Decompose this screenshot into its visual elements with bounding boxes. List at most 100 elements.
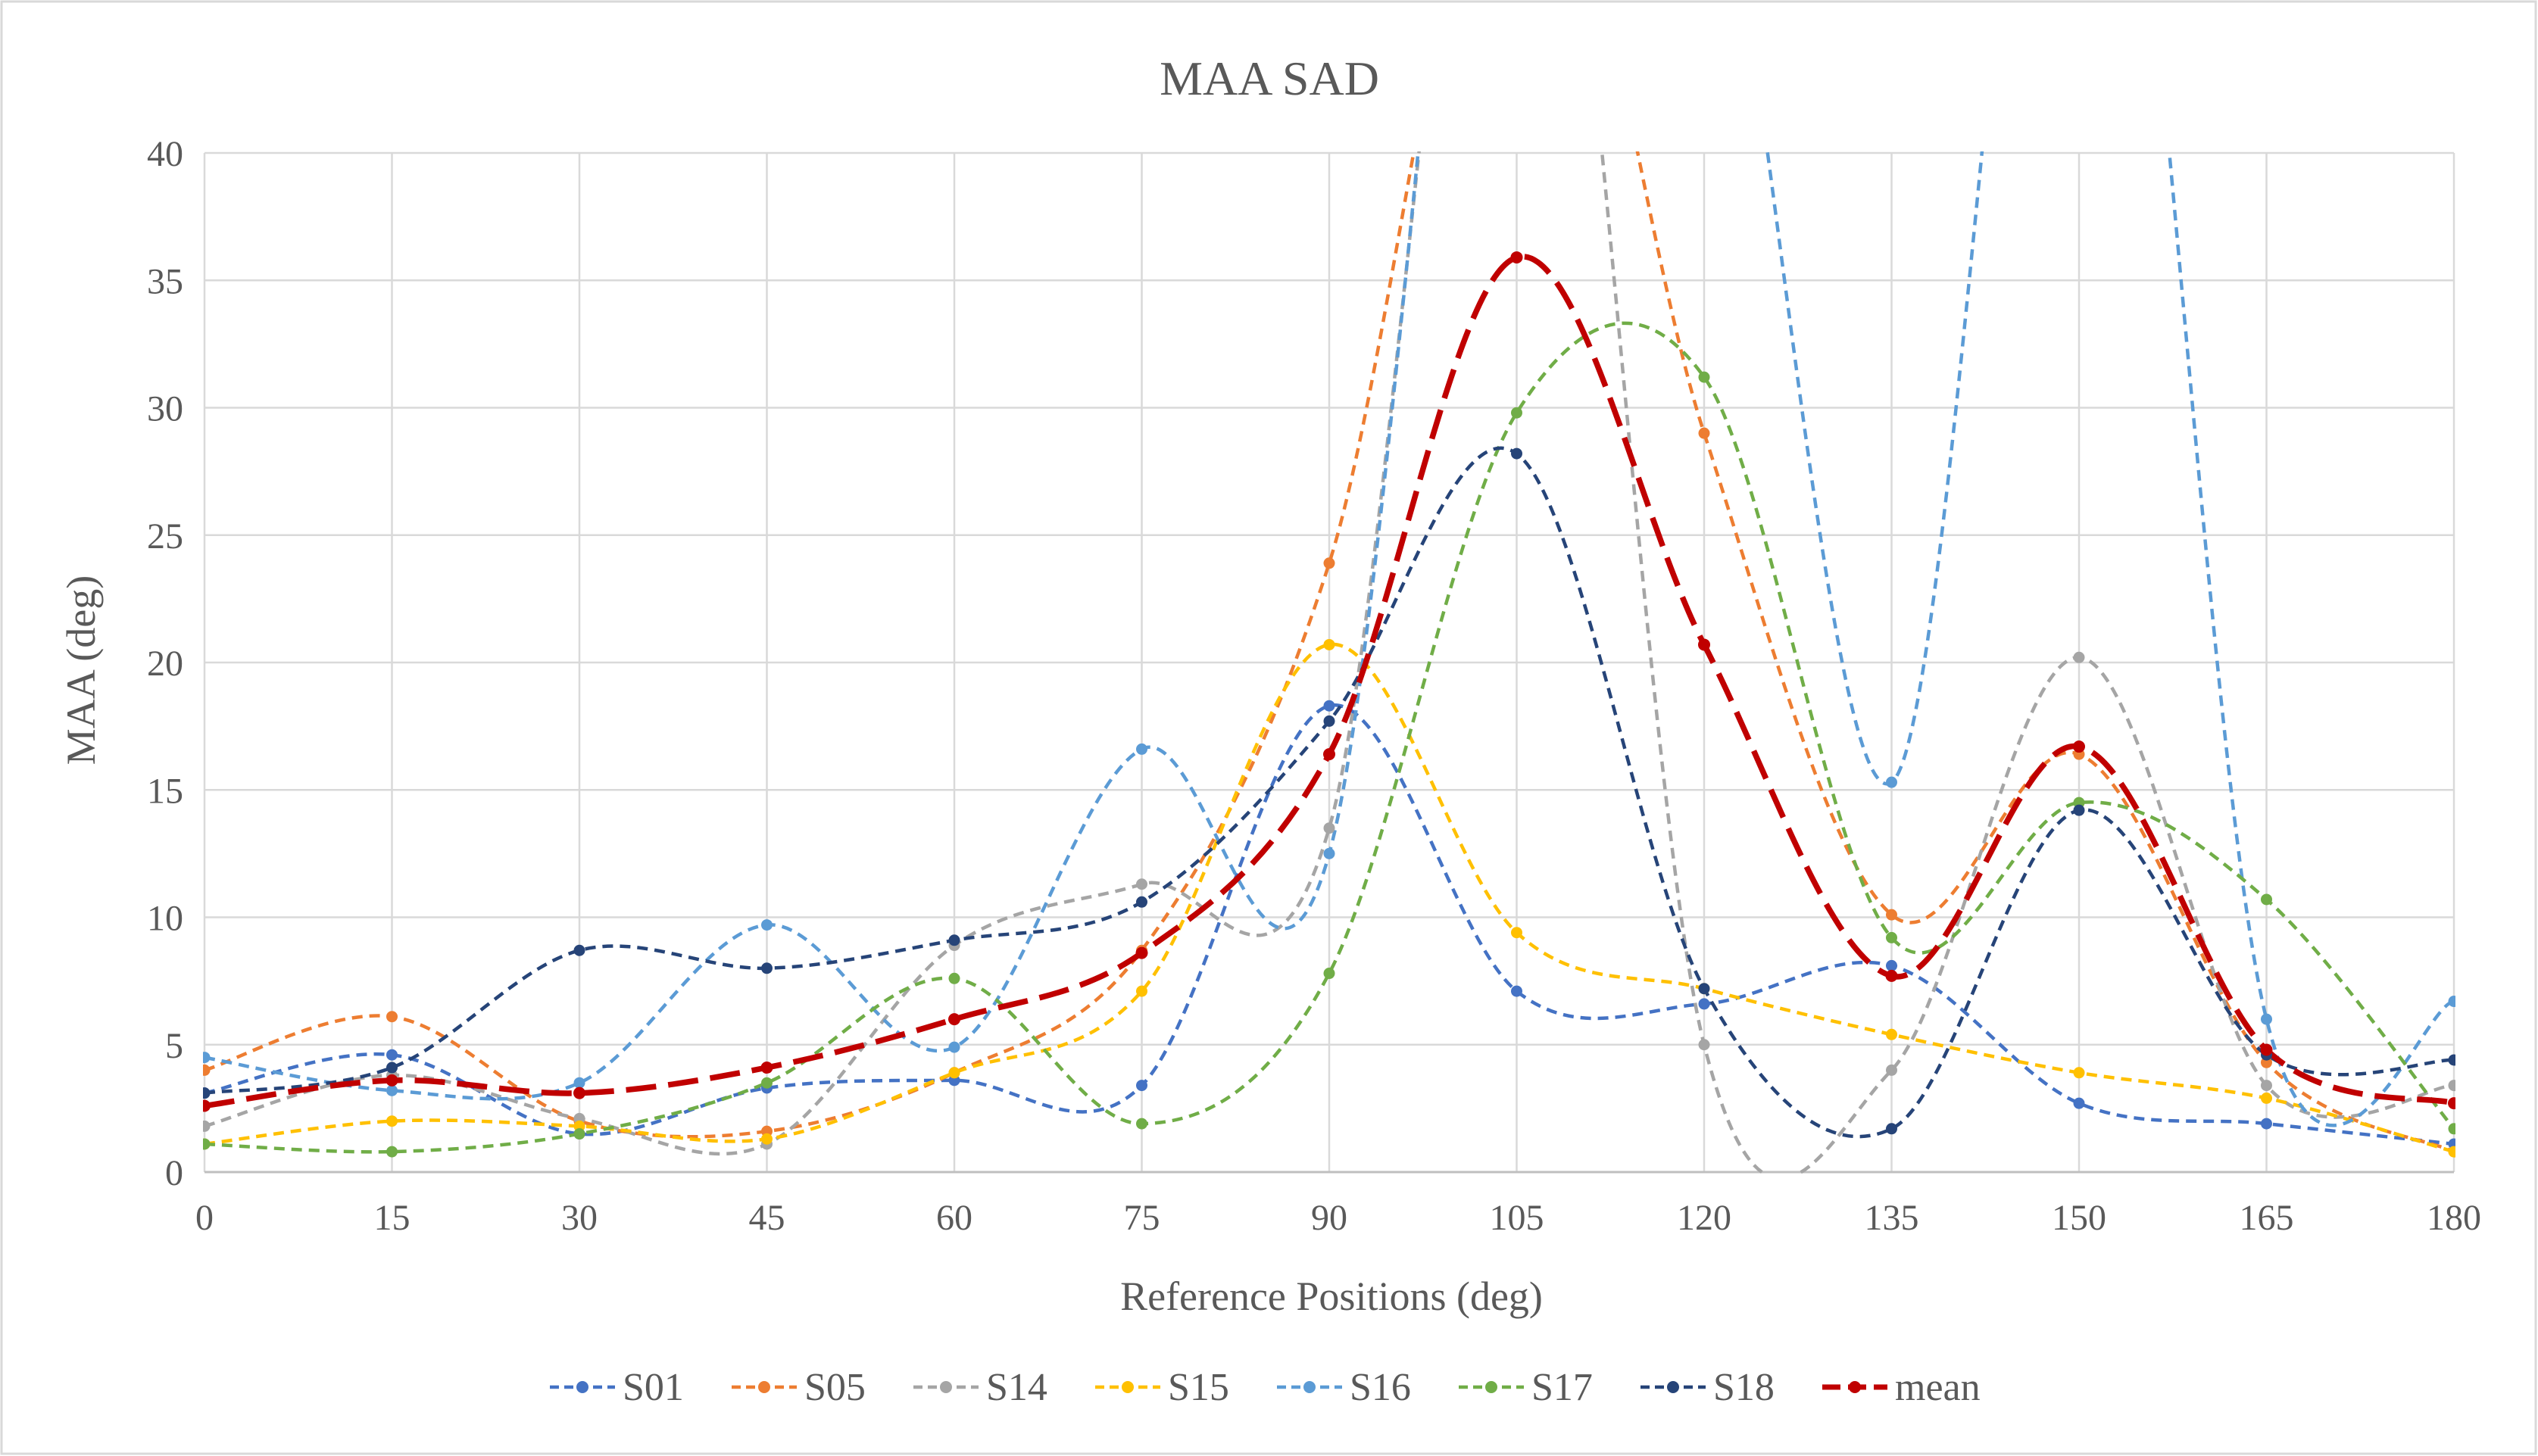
data-point-s18-150	[2073, 804, 2085, 816]
data-point-mean-180	[2448, 1097, 2455, 1110]
data-point-mean-15	[386, 1074, 398, 1087]
legend-item-s18: S18	[1640, 1366, 1775, 1409]
legend-label: S01	[623, 1366, 684, 1409]
data-point-s16-30	[573, 1077, 585, 1089]
data-point-s16-90	[1323, 847, 1335, 859]
data-point-s15-15	[386, 1115, 398, 1127]
data-point-s18-180	[2448, 1054, 2455, 1066]
data-point-s18-105	[1511, 447, 1522, 460]
data-points	[203, 251, 2455, 1158]
data-point-s05-15	[386, 1011, 398, 1023]
legend-label: S05	[804, 1366, 866, 1409]
data-point-s15-105	[1511, 927, 1522, 939]
x-tick-label: 60	[936, 1198, 972, 1238]
legend-item-s01: S01	[550, 1366, 684, 1409]
data-point-s17-180	[2448, 1123, 2455, 1135]
data-point-s15-180	[2448, 1146, 2455, 1158]
data-point-s17-15	[386, 1146, 398, 1158]
data-point-s01-120	[1698, 998, 1710, 1010]
data-point-s17-60	[948, 972, 960, 984]
x-tick-label: 105	[1490, 1198, 1544, 1238]
data-point-s17-90	[1323, 968, 1335, 980]
data-point-s17-105	[1511, 407, 1522, 419]
data-point-s18-135	[1886, 1123, 1897, 1135]
data-point-s15-45	[761, 1133, 773, 1145]
legend-label: S18	[1713, 1366, 1775, 1409]
data-point-s16-15	[386, 1084, 398, 1096]
data-point-s05-120	[1698, 427, 1710, 439]
data-point-s18-90	[1323, 715, 1335, 727]
y-tick-label: 10	[147, 899, 183, 939]
data-point-s14-120	[1698, 1039, 1710, 1051]
x-axis-title: Reference Positions (deg)	[1120, 1274, 1543, 1319]
data-point-s15-135	[1886, 1028, 1897, 1040]
data-point-s18-45	[761, 962, 773, 974]
data-point-mean-0	[203, 1099, 211, 1112]
data-point-s14-180	[2448, 1080, 2455, 1092]
data-point-mean-165	[2260, 1043, 2273, 1056]
legend-item-s15: S15	[1095, 1366, 1229, 1409]
data-point-s14-0	[203, 1120, 211, 1132]
chart-title: MAA SAD	[1160, 51, 1379, 105]
y-tick-label: 15	[147, 771, 183, 811]
data-point-s16-45	[761, 919, 773, 931]
legend-swatch-marker	[758, 1381, 770, 1393]
x-tick-label: 75	[1124, 1198, 1160, 1238]
data-point-s16-75	[1136, 743, 1147, 755]
legend-label: S14	[986, 1366, 1047, 1409]
data-point-s05-0	[203, 1064, 211, 1076]
data-point-s17-165	[2261, 893, 2272, 906]
data-point-s17-120	[1698, 371, 1710, 383]
y-tick-label: 25	[147, 516, 183, 557]
x-tick-label: 45	[749, 1198, 785, 1238]
data-point-s18-120	[1698, 983, 1710, 995]
data-point-s18-75	[1136, 896, 1147, 908]
data-point-s18-30	[573, 944, 585, 956]
data-point-s17-135	[1886, 931, 1897, 943]
x-tick-label: 180	[2427, 1198, 2481, 1238]
data-point-s17-0	[203, 1138, 211, 1150]
y-tick-label: 30	[147, 389, 183, 429]
data-point-s16-135	[1886, 776, 1897, 788]
data-point-s15-60	[948, 1067, 960, 1079]
legend-label: S17	[1531, 1366, 1593, 1409]
data-point-mean-75	[1135, 946, 1148, 959]
data-point-mean-60	[948, 1013, 960, 1026]
series-line-s17	[204, 321, 2455, 1154]
legend-swatch-marker	[940, 1381, 952, 1393]
legend-item-s14: S14	[913, 1366, 1047, 1409]
data-point-s15-90	[1323, 638, 1335, 650]
data-point-s14-150	[2073, 651, 2085, 663]
legend-item-s05: S05	[732, 1366, 866, 1409]
data-point-s14-90	[1323, 822, 1335, 834]
legend-item-mean: mean	[1822, 1366, 1981, 1409]
data-point-s17-75	[1136, 1118, 1147, 1130]
y-tick-label: 40	[147, 134, 183, 174]
data-point-s01-105	[1511, 985, 1522, 997]
y-tick-label: 20	[147, 644, 183, 684]
data-point-s05-135	[1886, 909, 1897, 921]
x-tick-label: 0	[195, 1198, 214, 1238]
data-point-s01-75	[1136, 1080, 1147, 1092]
data-point-s18-15	[386, 1062, 398, 1074]
x-tick-label: 30	[561, 1198, 598, 1238]
legend-swatch-marker	[1849, 1381, 1861, 1393]
data-point-s18-0	[203, 1087, 211, 1099]
data-point-s18-60	[948, 934, 960, 946]
data-point-s05-90	[1323, 557, 1335, 569]
data-point-s14-75	[1136, 878, 1147, 890]
data-point-s14-135	[1886, 1064, 1897, 1076]
series-line-s16	[204, 151, 2455, 1127]
data-point-s01-165	[2261, 1118, 2272, 1130]
data-point-s16-60	[948, 1041, 960, 1053]
data-point-s01-90	[1323, 700, 1335, 712]
y-tick-label: 0	[165, 1153, 183, 1193]
x-tick-label: 150	[2052, 1198, 2106, 1238]
data-point-s17-45	[761, 1077, 773, 1089]
x-tick-label: 165	[2240, 1198, 2294, 1238]
data-point-mean-150	[2073, 740, 2085, 753]
data-point-s17-30	[573, 1128, 585, 1140]
